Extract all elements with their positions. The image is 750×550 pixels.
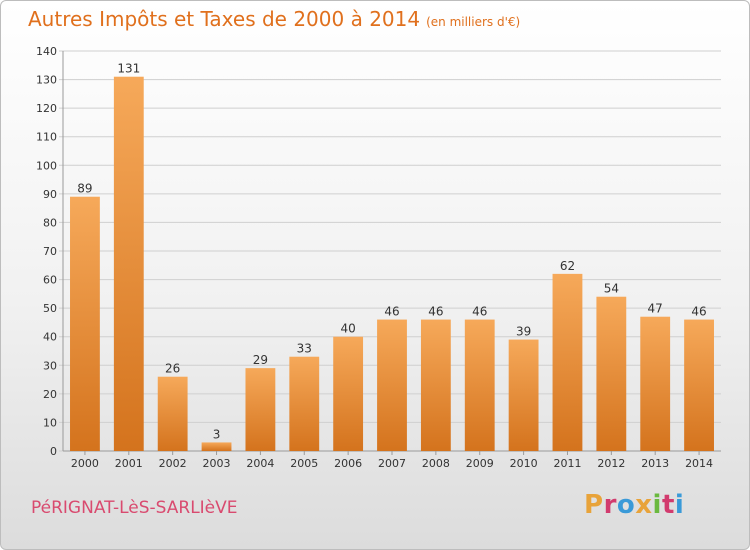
logo-letter: i (652, 490, 662, 520)
bar (596, 296, 627, 451)
y-tick-label: 100 (36, 159, 57, 172)
y-tick-label: 70 (43, 245, 57, 258)
y-tick-label: 60 (43, 274, 57, 287)
bar (377, 319, 407, 451)
y-tick-label: 20 (43, 388, 57, 401)
data-label: 131 (117, 62, 140, 76)
bars (70, 76, 714, 451)
bar (157, 376, 188, 451)
bar (245, 368, 276, 451)
y-tick-label: 50 (43, 302, 57, 315)
data-label: 89 (77, 182, 92, 196)
x-tick-label: 2009 (466, 457, 494, 470)
x-tick-label: 2004 (246, 457, 274, 470)
y-tick-label: 40 (43, 331, 57, 344)
bar (420, 319, 451, 451)
data-label: 46 (384, 305, 399, 319)
x-tick-label: 2010 (510, 457, 538, 470)
x-tick-labels: 2000 2001 2002 2003 2004 2005 2006 2007 2008 2009… (71, 457, 713, 470)
x-tick-label: 2008 (422, 457, 450, 470)
commune-name: PéRIGNAT-LèS-SARLIèVE (31, 498, 238, 518)
x-tick-label: 2005 (290, 457, 318, 470)
data-label: 3 (213, 427, 221, 441)
x-tick-label: 2012 (597, 457, 625, 470)
bar (640, 316, 671, 451)
y-tick-labels: 0 10 20 30 40 50 60 70 80 90 100 110 120 130 140 (36, 45, 57, 458)
bar (684, 319, 714, 451)
y-tick-label: 110 (36, 131, 57, 144)
x-tick-label: 2006 (334, 457, 362, 470)
y-tick-label: 30 (43, 359, 57, 372)
data-label: 46 (428, 305, 443, 319)
data-label: 40 (340, 322, 355, 336)
chart-unit: (en milliers d'€) (426, 15, 521, 29)
data-label: 39 (516, 325, 531, 339)
bar (289, 356, 320, 451)
y-tick-label: 10 (43, 416, 57, 429)
x-tick-label: 2002 (159, 457, 187, 470)
y-tick-label: 80 (43, 216, 57, 229)
logo-letter: t (661, 490, 675, 520)
y-tick-label: 130 (36, 74, 57, 87)
bar (552, 273, 583, 451)
proxiti-logo: Proxiti (584, 490, 684, 520)
data-label: 46 (691, 305, 706, 319)
chart-title: Autres Impôts et Taxes de 2000 à 2014 (en… (28, 7, 520, 31)
data-label: 54 (604, 282, 619, 296)
data-label: 47 (648, 302, 663, 316)
x-tick-label: 2000 (71, 457, 99, 470)
y-tick-label: 120 (36, 102, 57, 115)
bar (113, 76, 144, 451)
x-tick-label: 2014 (685, 457, 713, 470)
logo-letter: o (616, 490, 636, 520)
data-label: 33 (297, 342, 312, 356)
y-tick-label: 0 (50, 445, 57, 458)
x-tick-label: 2003 (203, 457, 231, 470)
logo-letter: P (584, 490, 604, 520)
data-labels: 89 131 26 3 29 33 40 46 46 46 39 62 54 47 46 (77, 62, 706, 442)
x-tick-label: 2013 (641, 457, 669, 470)
x-tick-label: 2001 (115, 457, 143, 470)
logo-letter: i (674, 490, 685, 520)
data-label: 46 (472, 305, 487, 319)
y-tick-label: 90 (43, 188, 57, 201)
y-tick-label: 140 (36, 45, 57, 58)
data-label: 26 (165, 362, 180, 376)
chart-title-text: Autres Impôts et Taxes de 2000 à 2014 (28, 7, 421, 31)
logo-letter: x (635, 490, 653, 520)
bar (333, 336, 364, 451)
bar (201, 442, 232, 451)
x-tick-label: 2007 (378, 457, 406, 470)
bar (508, 339, 539, 451)
data-label: 62 (560, 259, 575, 273)
bar (464, 319, 495, 451)
bar (70, 196, 100, 451)
x-tick-label: 2011 (553, 457, 581, 470)
logo-letter: r (603, 490, 617, 520)
data-label: 29 (253, 353, 268, 367)
